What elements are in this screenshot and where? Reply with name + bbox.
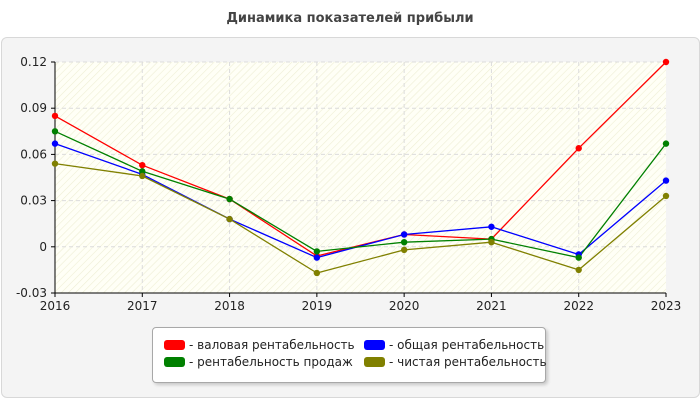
x-tick-label: 2020 [389,299,420,313]
x-tick-label: 2022 [563,299,594,313]
y-tick-label: 0.09 [20,101,47,115]
series-line-1 [54,142,667,259]
data-point-0-7 [662,58,670,66]
x-tick-label: 2016 [40,299,71,313]
data-point-3-7 [662,192,670,200]
data-point-0-0 [51,112,59,120]
x-tick-label: 2018 [214,299,245,313]
legend-item-total: - общая рентабельность [364,337,544,353]
legend-label-sales: - рентабельность продаж [189,355,353,369]
axes: -0.03 0 0.03 0.06 0.09 0.12 2016 2017 2018 2019 20… [16,55,681,313]
series-line-3 [54,162,667,274]
data-point-2-4 [400,238,408,246]
series-line-2 [54,130,667,259]
y-tick-label: 0.03 [20,194,47,208]
legend-label-net: - чистая рентабельность [389,355,547,369]
legend-item-sales: - рентабельность продаж [164,354,353,370]
legend-item-gross: - валовая рентабельность [164,337,355,353]
y-tick-label: 0 [39,240,47,254]
data-point-2-3 [313,248,321,255]
legend: - валовая рентабельность - общая рентабе… [152,327,547,383]
legend-label-total: - общая рентабельность [389,338,545,352]
data-point-2-7 [662,140,670,147]
data-point-2-0 [51,128,59,135]
chart-title: Динамика показателей прибыли [226,11,474,26]
data-point-3-1 [139,172,146,180]
data-point-2-6 [575,254,582,261]
data-point-1-3 [313,254,321,261]
data-point-1-0 [51,140,59,147]
data-point-1-7 [662,177,670,184]
data-point-0-6 [575,145,582,152]
x-tick-label: 2019 [302,299,333,313]
x-tick-label: 2017 [127,299,158,313]
data-point-3-4 [400,246,408,254]
legend-swatch-total [364,340,385,350]
data-point-2-2 [226,195,233,203]
x-tick-label: 2023 [651,299,682,313]
data-point-3-6 [575,266,582,274]
legend-item-net: - чистая рентабельность [364,354,547,370]
data-point-0-1 [139,161,146,169]
data-point-3-0 [51,160,59,167]
legend-label-gross: - валовая рентабельность [189,338,355,352]
series-lines [54,61,667,274]
data-point-3-3 [313,269,321,277]
y-tick-label: -0.03 [16,286,47,300]
x-tick-label: 2021 [476,299,507,313]
legend-swatch-sales [164,357,185,367]
data-point-1-4 [400,231,408,238]
series-points [51,58,670,277]
y-tick-label: 0.06 [20,147,47,161]
data-point-1-5 [488,223,495,230]
legend-swatch-net [364,357,385,367]
series-line-0 [54,61,667,257]
legend-swatch-gross [164,340,185,350]
data-point-3-2 [226,215,233,223]
data-point-3-5 [488,238,495,246]
y-tick-label: 0.12 [20,55,47,69]
data-point-2-1 [139,168,146,175]
